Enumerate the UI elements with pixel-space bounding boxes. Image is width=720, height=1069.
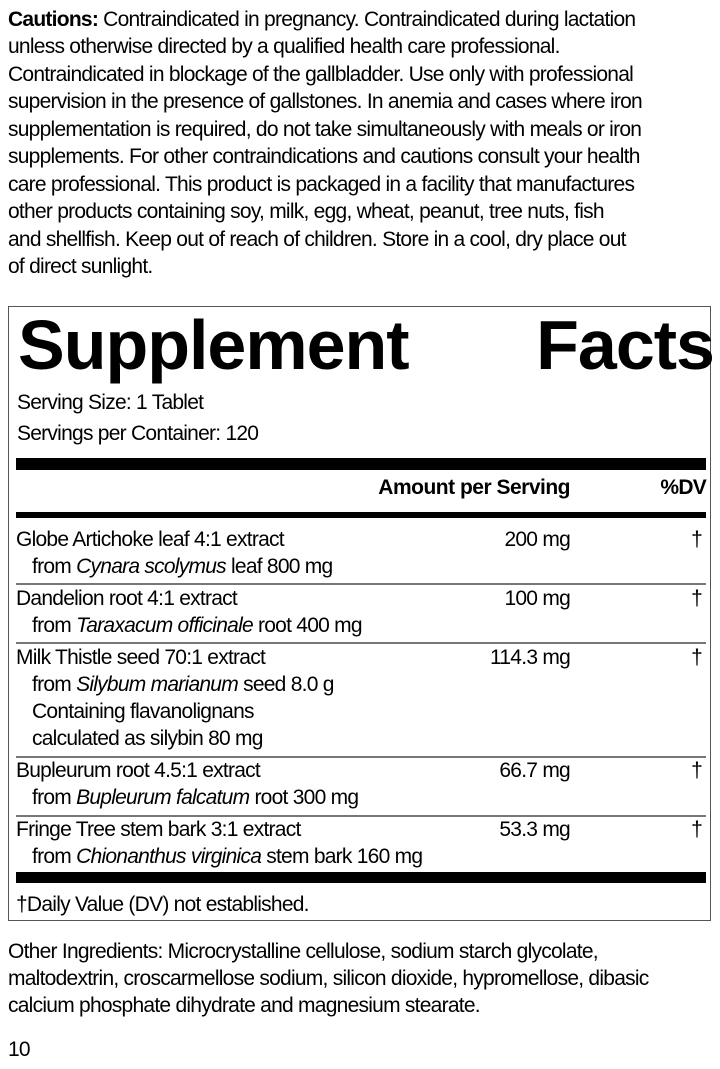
ingredient-detail: calculated as silybin 80 mg xyxy=(32,727,263,750)
ingredient-name: Bupleurum root 4.5:1 extract xyxy=(16,759,261,782)
page-number: 10 xyxy=(8,1038,31,1061)
ingredient-dv: † xyxy=(691,587,703,610)
cautions-label: Cautions: xyxy=(8,8,99,31)
ingredient-source: from Taraxacum officinale root 400 mg xyxy=(32,614,363,637)
cautions-line: and shellfish. Keep out of reach of chil… xyxy=(8,228,626,251)
ingredient-dv: † xyxy=(691,646,703,669)
ingredient-name: Fringe Tree stem bark 3:1 extract xyxy=(16,818,301,841)
ingredient-source: from Cynara scolymus leaf 800 mg xyxy=(32,555,333,578)
cautions-line: Cautions: Contraindicated in pregnancy. … xyxy=(8,6,636,33)
ingredient-source: from Bupleurum falcatum root 300 mg xyxy=(32,786,359,809)
cautions-text: Contraindicated in pregnancy. Contraindi… xyxy=(98,8,636,31)
ingredient-source: from Silybum marianum seed 8.0 g xyxy=(32,673,334,696)
cautions-line: care professional. This product is packa… xyxy=(8,173,635,196)
medium-divider xyxy=(16,512,706,518)
ingredient-source: from Chionanthus virginica stem bark 160… xyxy=(32,845,423,868)
row-divider xyxy=(16,756,706,758)
other-ingredients-line: calcium phosphate dihydrate and magnesiu… xyxy=(8,994,481,1017)
servings-per-container: Servings per Container: 120 xyxy=(17,422,259,445)
cautions-line: unless otherwise directed by a qualified… xyxy=(8,35,560,58)
ingredient-dv: † xyxy=(691,528,703,551)
supplement-facts-title: Supplement Facts xyxy=(8,300,715,390)
cautions-line: other products containing soy, milk, egg… xyxy=(8,200,605,223)
cautions-line: supplementation is required, do not take… xyxy=(8,118,642,141)
ingredient-amount: 66.7 mg xyxy=(499,759,570,782)
cautions-line: supervision in the presence of gallstone… xyxy=(8,90,643,113)
title-word: Supplement xyxy=(18,306,410,384)
cautions-line: supplements. For other contraindications… xyxy=(8,145,640,168)
ingredient-amount: 114.3 mg xyxy=(490,646,571,669)
cautions-line: of direct sunlight. xyxy=(8,255,153,278)
title-word: Facts xyxy=(536,306,715,384)
other-ingredients-line: maltodextrin, croscarmellose sodium, sil… xyxy=(8,967,649,990)
supplement-facts-panel xyxy=(8,306,711,921)
thick-divider xyxy=(16,872,706,883)
ingredient-amount: 100 mg xyxy=(504,587,570,610)
row-divider xyxy=(16,583,706,585)
dv-header: %DV xyxy=(660,476,706,499)
dv-footnote: †Daily Value (DV) not established. xyxy=(16,893,310,916)
ingredient-amount: 200 mg xyxy=(504,528,570,551)
ingredient-amount: 53.3 mg xyxy=(499,818,570,841)
ingredient-dv: † xyxy=(691,759,703,782)
serving-size: Serving Size: 1 Tablet xyxy=(17,391,204,414)
ingredient-name: Globe Artichoke leaf 4:1 extract xyxy=(16,528,285,551)
row-divider xyxy=(16,642,706,644)
ingredient-name: Dandelion root 4:1 extract xyxy=(16,587,238,610)
thick-divider xyxy=(16,458,706,470)
other-ingredients-line: Other Ingredients: Microcrystalline cell… xyxy=(8,940,599,963)
ingredient-name: Milk Thistle seed 70:1 extract xyxy=(16,646,266,669)
ingredient-dv: † xyxy=(691,818,703,841)
amount-per-serving-header: Amount per Serving xyxy=(378,476,570,499)
ingredient-detail: Containing flavanolignans xyxy=(32,700,255,723)
row-divider xyxy=(16,815,706,817)
cautions-line: Contraindicated in blockage of the gallb… xyxy=(8,63,634,86)
